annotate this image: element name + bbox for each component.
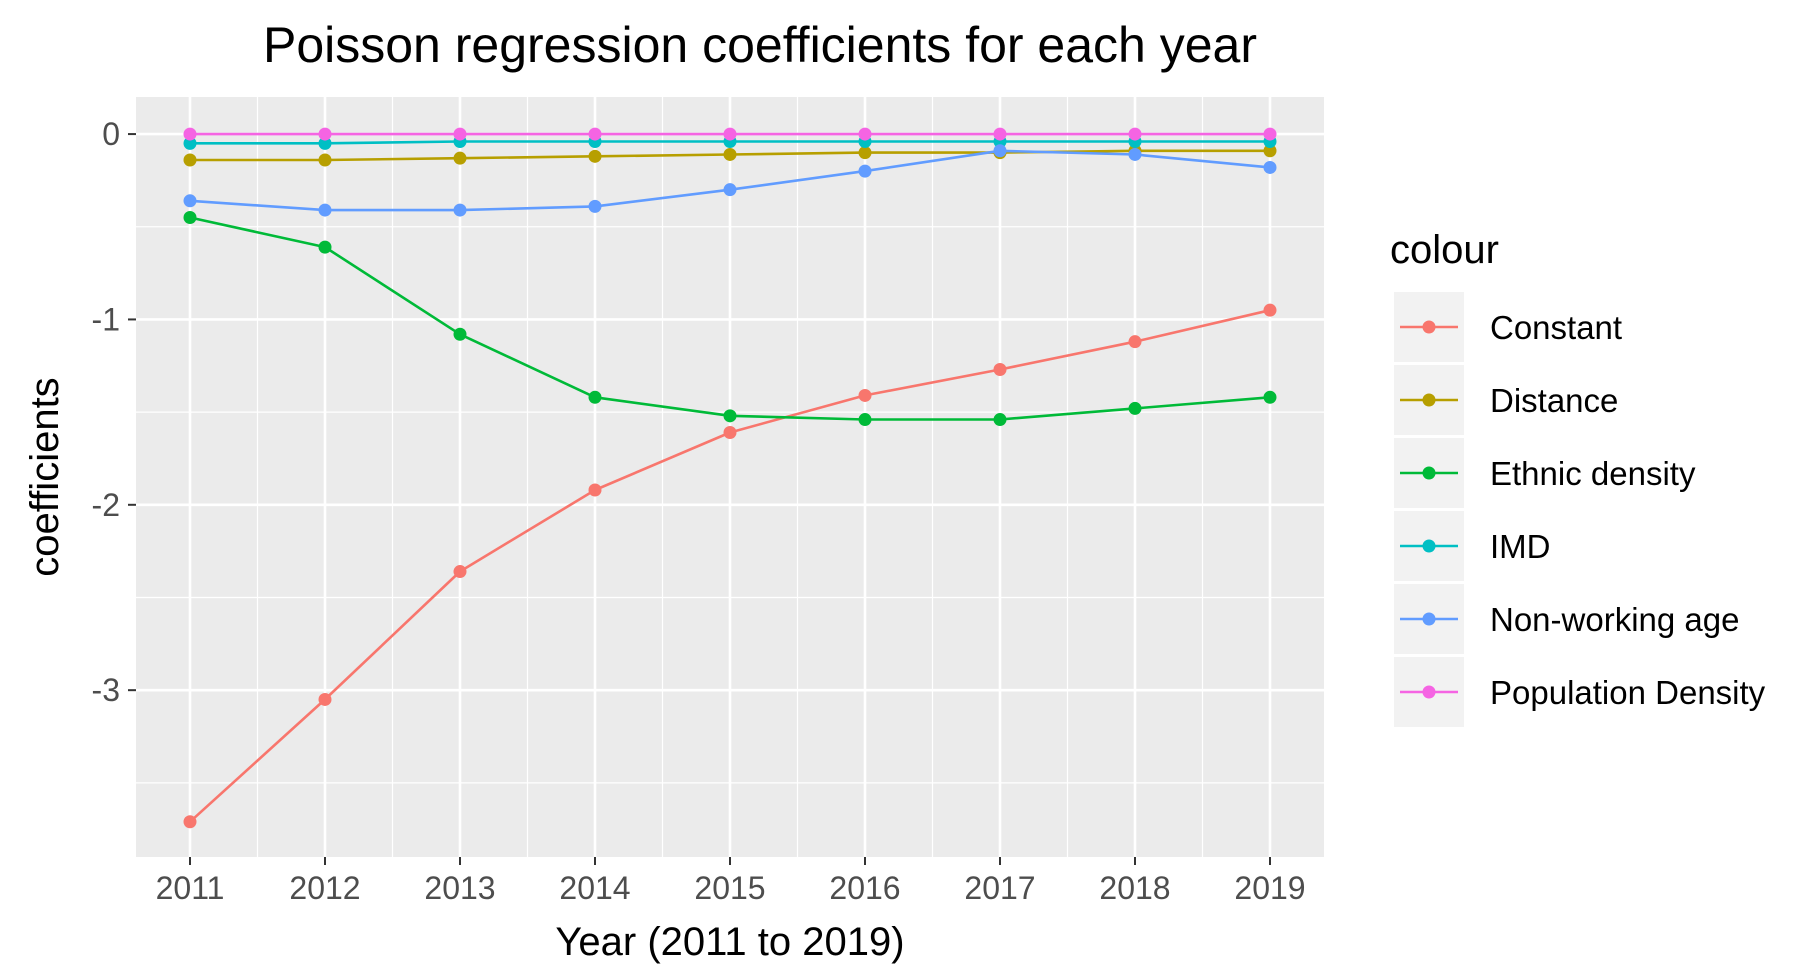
- data-point-ethnic-density: [453, 327, 467, 341]
- data-point-distance: [318, 153, 332, 167]
- data-point-distance: [183, 153, 197, 167]
- legend-key-point-constant: [1422, 320, 1436, 334]
- data-point-constant: [723, 426, 737, 440]
- data-point-constant: [1263, 303, 1277, 317]
- legend-key-point-ethnic-density: [1422, 466, 1436, 480]
- y-tick-label: -2: [92, 487, 120, 523]
- legend-label-imd: IMD: [1490, 528, 1551, 565]
- data-point-distance: [858, 146, 872, 160]
- x-tick-label: 2017: [964, 870, 1035, 906]
- legend-key-point-imd: [1422, 539, 1436, 553]
- data-point-constant: [1128, 335, 1142, 349]
- legend-key-point-non-working-age: [1422, 612, 1436, 626]
- legend-label-constant: Constant: [1490, 309, 1622, 346]
- data-point-non-working-age: [993, 144, 1007, 158]
- x-axis: 2011 2012 2013 2014 2015 2016 2017 2018 2019: [156, 857, 1306, 906]
- y-axis-title: coefficients: [23, 377, 67, 576]
- data-point-population-density: [858, 127, 872, 141]
- data-point-ethnic-density: [723, 409, 737, 423]
- data-point-ethnic-density: [858, 413, 872, 427]
- data-point-population-density: [993, 127, 1007, 141]
- data-point-constant: [318, 692, 332, 706]
- data-point-distance: [723, 147, 737, 161]
- data-point-non-working-age: [453, 203, 467, 217]
- y-tick-label: -1: [92, 301, 120, 337]
- data-point-non-working-age: [858, 164, 872, 178]
- chart-title: Poisson regression coefficients for each…: [263, 17, 1257, 73]
- x-tick-label: 2018: [1099, 870, 1170, 906]
- legend-title: colour: [1390, 228, 1499, 272]
- data-point-non-working-age: [318, 203, 332, 217]
- legend-key-point-population-density: [1422, 685, 1436, 699]
- data-point-imd: [183, 136, 197, 150]
- data-point-non-working-age: [183, 194, 197, 208]
- data-point-non-working-age: [1263, 160, 1277, 174]
- data-point-population-density: [1263, 127, 1277, 141]
- data-point-constant: [588, 483, 602, 497]
- data-point-constant: [858, 388, 872, 402]
- data-point-population-density: [453, 127, 467, 141]
- x-tick-label: 2014: [559, 870, 630, 906]
- x-axis-title: Year (2011 to 2019): [555, 920, 904, 964]
- data-point-distance: [453, 151, 467, 165]
- data-point-population-density: [588, 127, 602, 141]
- y-axis: 0 -1 -2 -3: [92, 116, 136, 708]
- legend-key-point-distance: [1422, 393, 1436, 407]
- data-point-non-working-age: [723, 183, 737, 197]
- x-tick-label: 2012: [289, 870, 360, 906]
- data-point-constant: [453, 565, 467, 579]
- legend-label-ethnic-density: Ethnic density: [1490, 455, 1696, 492]
- data-point-population-density: [183, 127, 197, 141]
- data-point-ethnic-density: [183, 210, 197, 224]
- data-point-constant: [183, 815, 197, 829]
- data-point-ethnic-density: [1128, 401, 1142, 415]
- data-point-distance: [1263, 144, 1277, 158]
- x-tick-label: 2013: [424, 870, 495, 906]
- data-point-constant: [993, 362, 1007, 376]
- y-tick-label: -3: [92, 672, 120, 708]
- x-tick-label: 2011: [156, 870, 225, 906]
- legend-label-distance: Distance: [1490, 382, 1618, 419]
- data-point-population-density: [1128, 127, 1142, 141]
- data-point-ethnic-density: [588, 390, 602, 404]
- legend: colour Constant Distance Ethnic density IMD…: [1390, 228, 1766, 727]
- data-point-non-working-age: [1128, 147, 1142, 161]
- data-point-population-density: [318, 127, 332, 141]
- legend-label-population-density: Population Density: [1490, 674, 1766, 711]
- x-tick-label: 2016: [829, 870, 900, 906]
- y-tick-label: 0: [102, 116, 120, 152]
- data-point-ethnic-density: [1263, 390, 1277, 404]
- legend-label-non-working-age: Non-working age: [1490, 601, 1739, 638]
- data-point-ethnic-density: [993, 413, 1007, 427]
- data-point-distance: [588, 149, 602, 163]
- data-point-population-density: [723, 127, 737, 141]
- series-layer: [183, 127, 1277, 829]
- x-tick-label: 2015: [694, 870, 765, 906]
- data-point-ethnic-density: [318, 240, 332, 254]
- data-point-imd: [318, 136, 332, 150]
- x-tick-label: 2019: [1234, 870, 1305, 906]
- data-point-non-working-age: [588, 199, 602, 213]
